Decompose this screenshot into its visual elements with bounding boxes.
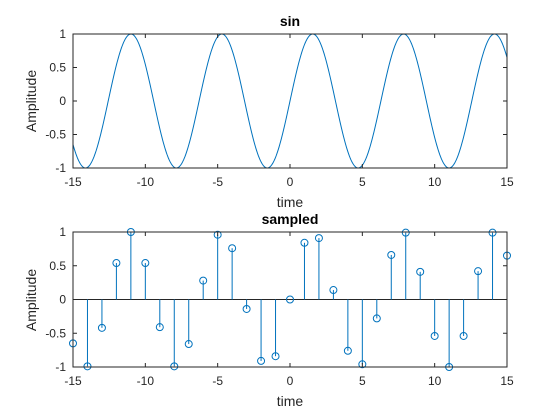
y-tick-label: 0.5: [49, 61, 66, 75]
sampled-axes: sampled -15 -10 -5 0 5 10 15 -1 -0.5 0 0.5 1 time A…: [23, 211, 514, 409]
stem-marker: [213, 230, 222, 239]
plot-area: -15 -10 -5 0 5 10 15 -1 -0.5 0 0.5 1: [45, 225, 514, 388]
x-tick-label: -5: [212, 374, 223, 388]
stem-marker: [242, 304, 251, 313]
x-tick-label: -10: [137, 175, 155, 189]
stem-marker: [459, 331, 468, 340]
stem-marker: [416, 267, 425, 276]
stem-marker: [430, 331, 439, 340]
x-tick-label: 15: [500, 374, 514, 388]
y-tick-label: -1: [55, 161, 66, 175]
y-tick-label: -0.5: [45, 128, 66, 142]
stem-marker: [358, 360, 367, 369]
x-axis-label: time: [277, 393, 304, 409]
x-tick-label: 10: [428, 175, 442, 189]
y-tick-label: 1: [59, 225, 66, 239]
stem-marker: [257, 356, 266, 365]
plot-area: -15 -10 -5 0 5 10 15 -1 -0.5 0 0.5 1: [45, 27, 514, 189]
y-tick-label: 0.5: [49, 259, 66, 273]
stem-marker: [329, 286, 338, 295]
sin-axes: sin -15 -10 -5 0 5 10 15 -1 -0.5 0 0.5 1 time Ampli…: [23, 13, 514, 210]
y-axis-label: Amplitude: [23, 70, 39, 132]
stem-marker: [300, 238, 309, 247]
y-tick-label: 0: [59, 94, 66, 108]
y-axis-label: Amplitude: [23, 269, 39, 331]
y-tick-label: -1: [55, 360, 66, 374]
stem-marker: [401, 228, 410, 237]
stem-marker: [314, 234, 323, 243]
stem-marker: [271, 352, 280, 361]
stem-marker: [170, 362, 179, 371]
stem-marker: [286, 295, 294, 304]
x-tick-label: -15: [64, 175, 82, 189]
stem-marker: [112, 259, 121, 268]
x-tick-label: -10: [137, 374, 155, 388]
stem-marker: [474, 267, 483, 276]
stem-marker: [141, 259, 150, 268]
sin-series-line: [72, 33, 508, 169]
stem-marker: [387, 250, 396, 259]
x-tick-label: 10: [428, 374, 442, 388]
y-tick-label: 1: [59, 27, 66, 41]
chart-title: sin: [280, 13, 300, 29]
y-tick-label: -0.5: [45, 326, 66, 340]
x-tick-label: 15: [500, 175, 514, 189]
x-tick-label: -5: [212, 175, 223, 189]
x-tick-label: -15: [64, 374, 82, 388]
y-tick-label: 0: [59, 293, 66, 307]
x-tick-label: 5: [359, 374, 366, 388]
x-tick-label: 0: [287, 175, 294, 189]
stem-marker: [155, 323, 164, 332]
stem-marker: [83, 362, 92, 371]
x-tick-label: 5: [359, 175, 366, 189]
stem-marker: [184, 340, 193, 349]
stem-marker: [343, 346, 352, 355]
x-axis-label: time: [277, 194, 304, 210]
stem-marker: [372, 314, 381, 323]
stem-marker: [199, 276, 208, 285]
stem-marker: [488, 228, 497, 237]
chart-title: sampled: [262, 211, 319, 227]
stem-marker: [97, 323, 106, 332]
stem-marker: [228, 244, 237, 253]
x-tick-label: 0: [287, 374, 294, 388]
